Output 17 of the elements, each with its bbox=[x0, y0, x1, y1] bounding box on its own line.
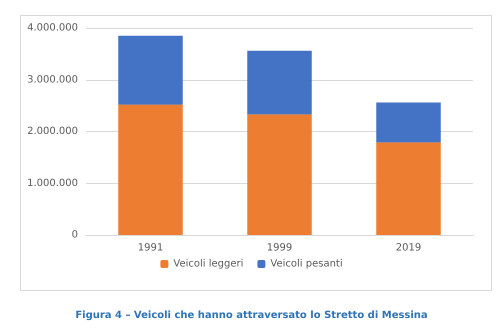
x-tick-label: 2019 bbox=[396, 242, 422, 254]
legend-label: Veicoli leggeri bbox=[173, 258, 244, 270]
x-tick-label: 1991 bbox=[138, 242, 164, 254]
bar bbox=[247, 114, 312, 235]
y-tick-label: 4.000.000 bbox=[27, 22, 78, 34]
text: Figura 4 – Veicoli che hanno attraversato lo Stretto di Messina bbox=[74, 310, 429, 321]
y-tick-label: 3.000.000 bbox=[27, 74, 78, 86]
y-tick-label: 0 bbox=[72, 230, 78, 240]
bar bbox=[376, 102, 441, 142]
bar bbox=[247, 50, 312, 114]
y-tick-label: 2.000.000 bbox=[27, 126, 78, 137]
legend-label: Veicoli pesanti bbox=[270, 258, 343, 270]
bar bbox=[118, 104, 183, 235]
bar bbox=[376, 142, 441, 235]
bar bbox=[118, 36, 183, 105]
x-tick-label: 1999 bbox=[266, 242, 292, 254]
y-tick-label: 1.000.000 bbox=[27, 178, 78, 189]
